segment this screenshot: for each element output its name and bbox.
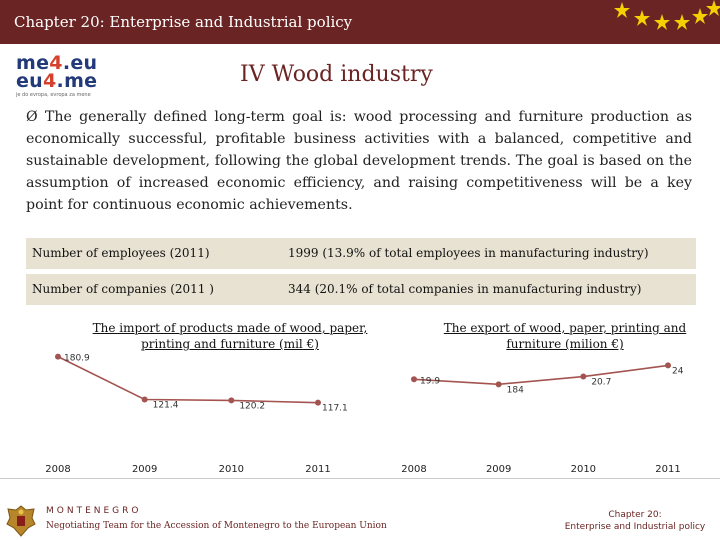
trade-line-charts: 180.9 2008 121.4 2009 120.2 2010 117.1 2011 19.9… bbox=[45, 353, 684, 475]
logo-line-1: me4.eu bbox=[16, 52, 98, 74]
footer-team: Negotiating Team for the Accession of Mo… bbox=[46, 521, 387, 531]
header-title: Chapter 20: Enterprise and Industrial po… bbox=[14, 13, 353, 31]
x-tick-label: 2011 bbox=[305, 464, 330, 475]
header-bar: Chapter 20: Enterprise and Industrial po… bbox=[0, 0, 720, 44]
data-point bbox=[665, 362, 671, 369]
stat-row-employees: Number of employees (2011) 1999 (13.9% o… bbox=[26, 238, 696, 270]
data-label: 184 bbox=[507, 385, 524, 395]
data-point bbox=[580, 373, 587, 380]
data-label: 20.7 bbox=[591, 378, 611, 388]
data-label: 19.9 bbox=[420, 376, 440, 386]
x-tick-label: 2010 bbox=[571, 464, 596, 475]
montenegro-coat-of-arms-icon bbox=[6, 505, 36, 537]
x-tick-label: 2008 bbox=[401, 464, 426, 475]
stat-row-companies: Number of companies (2011 ) 344 (20.1% o… bbox=[26, 274, 696, 306]
bullet-arrow-icon: Ø bbox=[26, 109, 38, 125]
footer-chapter: Chapter 20: Enterprise and Industrial po… bbox=[564, 510, 706, 532]
stats-table: Number of employees (2011) 1999 (13.9% o… bbox=[26, 238, 696, 306]
logo-line-2: eu4.me bbox=[16, 70, 98, 92]
goal-text: The generally defined long-term goal is:… bbox=[26, 109, 692, 213]
x-tick-label: 2009 bbox=[486, 464, 511, 475]
x-tick-label: 2008 bbox=[45, 464, 70, 475]
data-label: 121.4 bbox=[153, 401, 179, 411]
logo-tagline: je do evropa, evropa za mene bbox=[16, 92, 91, 98]
x-tick-label: 2011 bbox=[655, 464, 680, 475]
data-point bbox=[315, 399, 321, 406]
data-label: 120.2 bbox=[239, 401, 265, 411]
data-label: 24 bbox=[672, 366, 684, 376]
stat-value: 344 (20.1% of total companies in manufac… bbox=[288, 282, 642, 296]
export-chart-title: The export of wood, paper, printing and … bbox=[443, 321, 687, 351]
data-point bbox=[411, 376, 417, 383]
stat-label: Number of employees (2011) bbox=[32, 246, 210, 260]
data-label: 180.9 bbox=[64, 354, 90, 364]
import-chart-title: The import of products made of wood, pap… bbox=[92, 321, 368, 351]
goal-paragraph: Ø The generally defined long-term goal i… bbox=[26, 106, 692, 216]
eu-stars-icon bbox=[614, 0, 720, 30]
data-point bbox=[228, 397, 235, 404]
x-tick-label: 2010 bbox=[219, 464, 244, 475]
stat-label: Number of companies (2011 ) bbox=[32, 282, 214, 296]
data-point bbox=[55, 353, 61, 360]
footer-country: MONTENEGRO bbox=[46, 506, 142, 516]
stat-value: 1999 (13.9% of total employees in manufa… bbox=[288, 246, 649, 260]
footer-divider bbox=[0, 478, 720, 479]
series-line bbox=[413, 364, 669, 386]
x-tick-label: 2009 bbox=[132, 464, 157, 475]
data-label: 117.1 bbox=[322, 404, 348, 414]
section-title: IV Wood industry bbox=[240, 62, 433, 87]
data-point bbox=[495, 381, 502, 388]
data-point bbox=[141, 396, 148, 403]
me4eu-logo: me4.eu eu4.me je do evropa, evropa za me… bbox=[16, 54, 106, 100]
series-line bbox=[57, 355, 319, 404]
